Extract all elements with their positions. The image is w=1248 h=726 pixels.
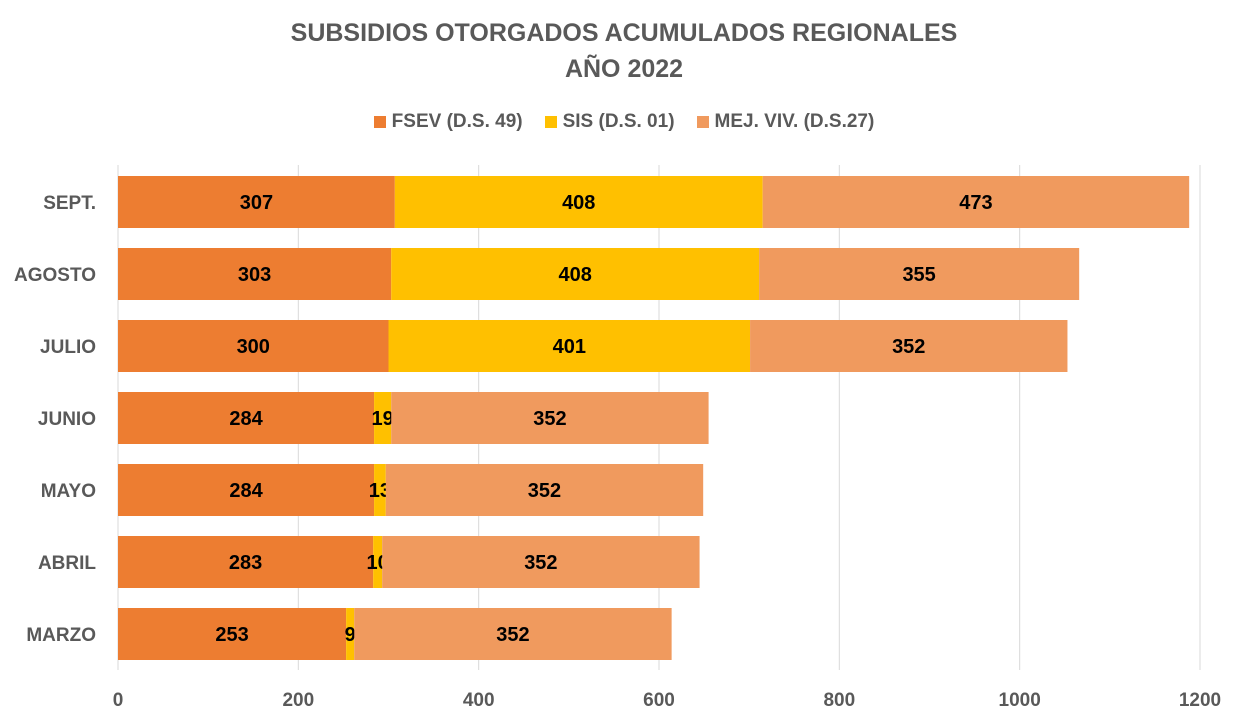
data-label-sis-d-s-01-mayo: 13: [369, 480, 391, 502]
category-label-sept: SEPT.: [43, 193, 96, 214]
data-label-mej-viv-d-s-27-julio: 352: [892, 336, 925, 358]
category-label-junio: JUNIO: [38, 409, 96, 430]
bar-sis-d-s-01-marzo: [346, 608, 355, 660]
legend-label-fsev: FSEV (D.S. 49): [391, 111, 523, 132]
bar-fsev-d-s-49-sept: [118, 176, 395, 228]
bar-fsev-d-s-49-marzo: [118, 608, 347, 660]
data-label-fsev-d-s-49-abril: 283: [229, 552, 262, 574]
chart-legend: FSEV (D.S. 49) SIS (D.S. 01) MEJ. VIV. (…: [0, 111, 1248, 133]
x-tick-label-200: 200: [282, 690, 314, 711]
x-tick-label-400: 400: [463, 690, 495, 711]
data-label-fsev-d-s-49-julio: 300: [237, 336, 270, 358]
category-label-mayo: MAYO: [41, 481, 96, 502]
bar-sis-d-s-01-julio: [388, 320, 751, 372]
data-label-sis-d-s-01-marzo: 9: [345, 624, 356, 646]
bar-sis-d-s-01-sept: [394, 176, 763, 228]
legend-item-fsev: FSEV (D.S. 49): [373, 111, 523, 133]
legend-swatch-sis: [544, 116, 557, 128]
chart-title: SUBSIDIOS OTORGADOS ACUMULADOS REGIONALE…: [290, 19, 958, 47]
bar-sis-d-s-01-junio: [374, 392, 392, 444]
category-label-abril: ABRIL: [38, 553, 96, 574]
category-label-marzo: MARZO: [26, 625, 96, 646]
x-tick-label-800: 800: [823, 690, 855, 711]
bar-mej-viv-d-s-27-sept: [762, 176, 1190, 228]
bar-mej-viv-d-s-27-mayo: [385, 464, 704, 516]
bar-fsev-d-s-49-mayo: [118, 464, 375, 516]
bar-mej-viv-d-s-27-julio: [750, 320, 1068, 372]
legend-label-mej-viv: MEJ. VIV. (D.S.27): [714, 111, 875, 132]
data-label-fsev-d-s-49-marzo: 253: [215, 624, 248, 646]
legend-label-sis: SIS (D.S. 01): [562, 111, 675, 132]
x-tick-label-600: 600: [643, 690, 675, 711]
data-label-fsev-d-s-49-sept: 307: [240, 192, 273, 214]
data-label-mej-viv-d-s-27-sept: 473: [959, 192, 992, 214]
bar-sis-d-s-01-mayo: [374, 464, 386, 516]
bar-fsev-d-s-49-junio: [118, 392, 375, 444]
category-label-agosto: AGOSTO: [14, 265, 96, 286]
legend-swatch-mej-viv: [696, 116, 709, 128]
category-label-julio: JULIO: [40, 337, 96, 358]
bar-mej-viv-d-s-27-marzo: [354, 608, 672, 660]
data-label-mej-viv-d-s-27-junio: 352: [533, 408, 566, 430]
data-label-sis-d-s-01-sept: 408: [562, 192, 595, 214]
x-tick-label-0: 0: [113, 690, 124, 711]
legend-item-mej-viv: MEJ. VIV. (D.S.27): [696, 111, 875, 133]
bar-fsev-d-s-49-julio: [118, 320, 389, 372]
data-label-mej-viv-d-s-27-mayo: 352: [528, 480, 561, 502]
x-tick-label-1200: 1200: [1179, 690, 1221, 711]
legend-item-sis: SIS (D.S. 01): [544, 111, 675, 133]
chart-subtitle: AÑO 2022: [564, 55, 684, 83]
data-label-fsev-d-s-49-agosto: 303: [238, 264, 271, 286]
data-label-mej-viv-d-s-27-abril: 352: [524, 552, 557, 574]
data-label-fsev-d-s-49-mayo: 284: [229, 480, 263, 502]
bar-sis-d-s-01-agosto: [391, 248, 760, 300]
x-tick-label-1000: 1000: [999, 690, 1041, 711]
data-label-mej-viv-d-s-27-agosto: 355: [902, 264, 935, 286]
bar-mej-viv-d-s-27-agosto: [759, 248, 1080, 300]
data-label-fsev-d-s-49-junio: 284: [229, 408, 263, 430]
bar-fsev-d-s-49-agosto: [118, 248, 392, 300]
data-label-sis-d-s-01-junio: 19: [372, 408, 394, 430]
data-label-sis-d-s-01-agosto: 408: [558, 264, 591, 286]
data-label-sis-d-s-01-julio: 401: [553, 336, 586, 358]
bar-mej-viv-d-s-27-abril: [382, 536, 700, 588]
bar-fsev-d-s-49-abril: [118, 536, 374, 588]
bar-mej-viv-d-s-27-junio: [391, 392, 709, 444]
legend-swatch-fsev: [373, 116, 386, 128]
bar-sis-d-s-01-abril: [373, 536, 383, 588]
data-label-mej-viv-d-s-27-marzo: 352: [496, 624, 529, 646]
